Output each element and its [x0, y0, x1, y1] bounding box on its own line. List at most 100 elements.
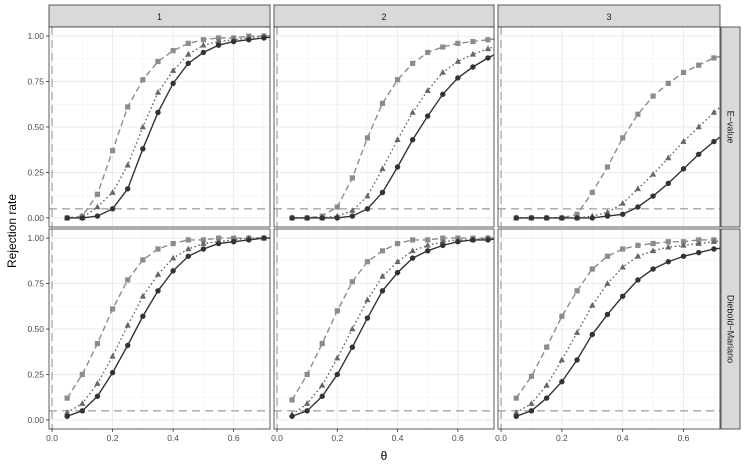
data-point-circle: [665, 180, 672, 187]
data-point-circle: [246, 37, 252, 43]
data-point-circle: [424, 113, 431, 119]
data-point-circle: [696, 151, 702, 157]
data-point-square: [364, 259, 371, 265]
data-point-triangle: [513, 409, 520, 415]
data-point-circle: [349, 344, 356, 350]
y-tick-label: 0.50: [27, 122, 44, 132]
panel-series-group: [288, 37, 494, 221]
data-point-circle: [94, 213, 101, 219]
data-point-circle: [125, 342, 131, 349]
facet-strip-label-col-1: 1: [157, 12, 162, 22]
data-point-triangle: [170, 67, 177, 73]
data-point-triangle: [304, 400, 311, 406]
data-point-circle: [574, 215, 580, 221]
data-point-square: [513, 395, 519, 401]
data-point-square: [665, 80, 671, 86]
data-point-triangle: [200, 41, 207, 48]
series-line-square: [292, 38, 494, 219]
data-point-square: [544, 344, 550, 350]
data-point-circle: [394, 269, 401, 276]
data-point-square: [349, 175, 355, 181]
x-tick-label: 0.2: [556, 433, 568, 443]
data-point-circle: [589, 215, 595, 221]
data-point-square: [379, 248, 386, 254]
x-tick-label: 0.4: [167, 433, 179, 443]
data-point-triangle: [154, 271, 162, 277]
data-point-circle: [170, 268, 176, 274]
data-point-circle: [470, 237, 476, 243]
data-point-circle: [696, 249, 702, 256]
data-point-circle: [485, 55, 491, 61]
data-point-circle: [185, 253, 191, 259]
data-point-circle: [155, 109, 161, 116]
series-line-square: [516, 55, 720, 219]
series-line-triangle: [515, 240, 720, 414]
x-tick-label: 0.4: [617, 433, 629, 443]
data-point-circle: [379, 288, 386, 294]
data-point-triangle: [94, 380, 101, 386]
y-tick-label: 0.75: [27, 279, 44, 289]
panel-border: [497, 228, 721, 430]
data-point-circle: [155, 288, 161, 294]
data-point-square: [696, 237, 702, 243]
data-point-square: [635, 111, 641, 117]
data-point-circle: [455, 75, 461, 81]
data-point-square: [364, 135, 371, 141]
facet-strip-label-col-3: 3: [606, 12, 611, 22]
data-point-circle: [379, 189, 386, 196]
data-point-circle: [334, 215, 340, 221]
data-point-triangle: [94, 203, 101, 210]
data-point-circle: [140, 313, 146, 319]
data-point-triangle: [170, 254, 177, 261]
data-point-circle: [140, 146, 146, 152]
data-point-circle: [246, 237, 252, 243]
data-point-circle: [261, 235, 267, 241]
data-point-square: [394, 240, 401, 247]
x-tick-label: 0.6: [228, 433, 240, 443]
data-point-square: [304, 371, 310, 378]
data-point-circle: [289, 215, 295, 221]
facet-strip-label-col-2: 2: [381, 12, 386, 22]
data-point-triangle: [543, 381, 550, 388]
data-point-triangle: [695, 123, 702, 130]
data-point-triangle: [439, 238, 446, 245]
data-point-square: [604, 253, 611, 259]
data-point-square: [155, 246, 161, 252]
data-point-square: [485, 37, 491, 43]
data-point-triangle: [139, 123, 146, 130]
data-point-square: [109, 306, 116, 312]
data-point-triangle: [109, 189, 116, 195]
panel-Diebold−Mariano-3: [497, 228, 721, 430]
y-axis-title: Rejection rate: [5, 194, 19, 268]
data-point-triangle: [109, 352, 116, 359]
data-point-circle: [528, 408, 535, 414]
series-line-square: [515, 238, 720, 399]
data-point-square: [574, 288, 580, 294]
panel-series-group: [513, 55, 720, 221]
data-point-square: [319, 340, 325, 347]
data-point-circle: [559, 215, 565, 221]
data-point-square: [200, 237, 206, 243]
data-point-square: [289, 397, 295, 403]
data-point-square: [470, 38, 476, 45]
data-point-square: [215, 235, 222, 241]
data-point-triangle: [139, 292, 146, 299]
data-point-circle: [230, 239, 237, 245]
data-point-square: [200, 37, 206, 43]
panel-Diebold−Mariano-2: [273, 228, 495, 430]
data-point-triangle: [394, 136, 401, 143]
data-point-circle: [711, 246, 717, 252]
data-point-square: [635, 242, 641, 248]
data-point-square: [589, 266, 595, 272]
data-point-square: [574, 211, 580, 217]
data-point-triangle: [394, 258, 401, 265]
y-tick-label: 0.00: [27, 415, 44, 425]
data-point-triangle: [424, 241, 431, 248]
data-point-square: [64, 395, 70, 401]
data-point-square: [528, 373, 535, 379]
data-point-triangle: [200, 240, 207, 246]
facet-strip-row-1: [720, 26, 741, 228]
x-axis-title: θ: [381, 449, 388, 463]
y-tick-label: 1.00: [27, 233, 44, 243]
data-point-circle: [230, 38, 237, 45]
